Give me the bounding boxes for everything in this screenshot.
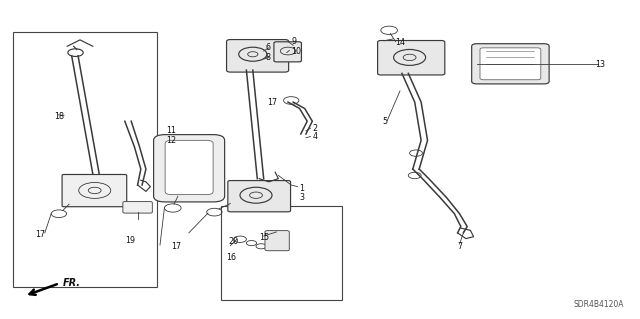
FancyBboxPatch shape — [480, 48, 541, 80]
FancyBboxPatch shape — [154, 135, 225, 202]
Text: 3: 3 — [300, 193, 305, 202]
FancyBboxPatch shape — [228, 181, 291, 212]
Text: SDR4B4120A: SDR4B4120A — [573, 300, 624, 309]
Text: 11: 11 — [166, 126, 177, 135]
FancyBboxPatch shape — [472, 44, 549, 84]
Text: 4: 4 — [312, 132, 317, 141]
Text: 7: 7 — [458, 242, 463, 251]
FancyBboxPatch shape — [227, 40, 289, 72]
Text: 12: 12 — [166, 136, 177, 145]
Text: 10: 10 — [291, 47, 301, 56]
Text: 1: 1 — [300, 184, 305, 193]
Text: 17: 17 — [172, 242, 182, 251]
Text: FR.: FR. — [63, 278, 81, 288]
FancyBboxPatch shape — [274, 42, 301, 62]
Bar — [221, 206, 342, 300]
FancyBboxPatch shape — [62, 174, 127, 207]
Text: 9: 9 — [291, 37, 296, 46]
FancyBboxPatch shape — [165, 140, 213, 195]
FancyBboxPatch shape — [378, 41, 445, 75]
Text: 2: 2 — [312, 124, 317, 133]
FancyBboxPatch shape — [123, 202, 152, 213]
Text: 17: 17 — [268, 98, 278, 107]
Text: 14: 14 — [396, 38, 406, 47]
Text: 20: 20 — [228, 237, 239, 246]
FancyBboxPatch shape — [265, 231, 289, 251]
Bar — [13, 32, 157, 287]
Text: 15: 15 — [259, 233, 269, 242]
Text: 8: 8 — [266, 53, 271, 62]
Text: 18: 18 — [54, 112, 65, 121]
Text: 19: 19 — [125, 236, 135, 245]
Text: 13: 13 — [595, 60, 605, 69]
Text: 16: 16 — [226, 253, 236, 262]
Text: 17: 17 — [35, 230, 45, 239]
Text: 5: 5 — [383, 117, 388, 126]
Text: 6: 6 — [266, 43, 271, 52]
